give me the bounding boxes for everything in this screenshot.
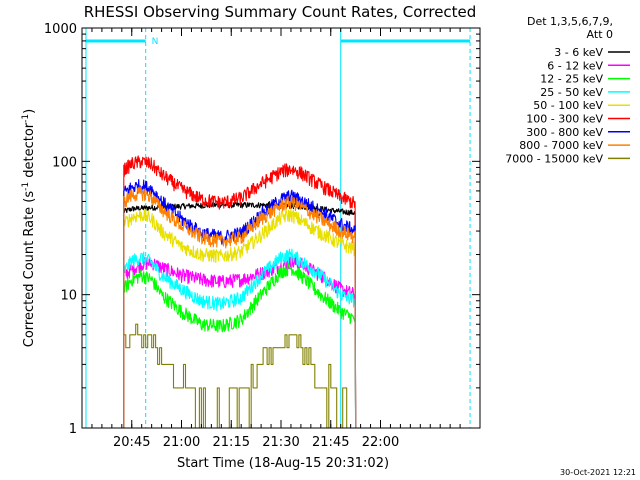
- x-tick-label: 21:00: [163, 435, 200, 450]
- legend-label: 7000 - 15000 keV: [505, 152, 603, 165]
- series-line: [123, 186, 357, 429]
- y-tick-label: 1000: [44, 22, 77, 37]
- legend-label: 25 - 50 keV: [540, 86, 603, 99]
- night-marker-label: N: [152, 37, 159, 47]
- x-tick-label: 20:45: [113, 435, 150, 450]
- y-tick-label: 10: [60, 289, 77, 304]
- plot-layer: N: [85, 28, 471, 429]
- x-tick-label: 21:15: [213, 435, 250, 450]
- series-line: [123, 208, 357, 429]
- legend-label: 300 - 800 keV: [526, 126, 603, 139]
- legend-header-1: Det 1,3,5,6,7,9,: [527, 15, 613, 28]
- x-axis-label: Start Time (18-Aug-15 20:31:02): [177, 456, 389, 471]
- y-axis-label: Corrected Count Rate (s-1 detector-1): [21, 109, 37, 347]
- legend-label: 50 - 100 keV: [533, 99, 603, 112]
- y-axis-label-end: ): [22, 109, 37, 114]
- legend-label: 3 - 6 keV: [554, 46, 603, 59]
- y-axis-label-sup1: -1: [21, 182, 31, 191]
- axes-layer: 20:45 21:00 21:15 21:30 21:45 22:00 1 10 100 1000: [44, 22, 480, 450]
- y-tick-label: 1: [69, 422, 77, 437]
- chart-title: RHESSI Observing Summary Count Rates, Co…: [84, 3, 477, 21]
- y-axis-label-mid: detector: [22, 122, 37, 182]
- y-tick-label: 100: [52, 155, 77, 170]
- legend-label: 100 - 300 keV: [526, 113, 603, 126]
- y-axis-label-sup2: -1: [21, 114, 31, 123]
- legend-label: 6 - 12 keV: [547, 59, 603, 72]
- y-axis-label-main: Corrected Count Rate (s: [22, 191, 37, 348]
- footer-timestamp: 30-Oct-2021 12:21: [560, 468, 636, 477]
- x-tick-label: 21:30: [262, 435, 299, 450]
- x-tick-label: 22:00: [362, 435, 399, 450]
- legend-label: 12 - 25 keV: [540, 73, 603, 86]
- legend-header-2: Att 0: [587, 28, 613, 41]
- legend-label: 800 - 7000 keV: [519, 139, 603, 152]
- series-line: [123, 248, 357, 429]
- series-line: [123, 262, 357, 429]
- series-line: [123, 155, 357, 429]
- x-tick-label: 21:45: [312, 435, 349, 450]
